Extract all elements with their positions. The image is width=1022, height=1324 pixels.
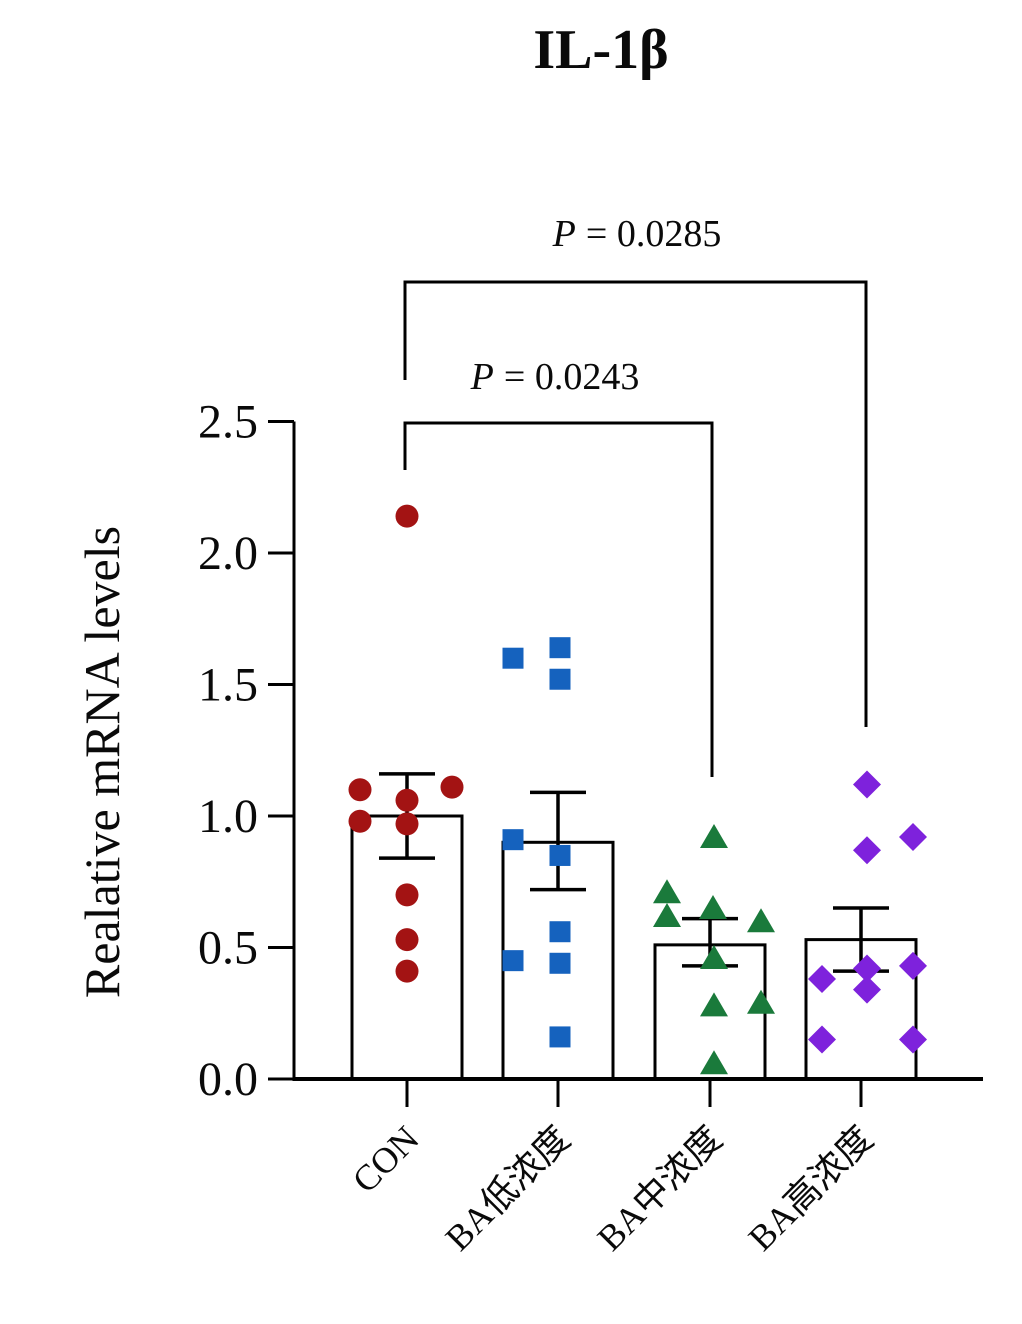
data-point-circle-0-3 xyxy=(395,788,419,812)
data-point-square-1-0 xyxy=(549,637,571,659)
data-point-diamond-3-5 xyxy=(808,965,836,994)
y-tick-label: 0.0 xyxy=(198,1053,258,1106)
x-group-label: BA高浓度 xyxy=(741,1118,881,1258)
data-point-square-1-6 xyxy=(502,950,524,972)
data-point-triangle-2-0 xyxy=(700,824,728,849)
data-point-diamond-3-2 xyxy=(853,836,881,865)
data-point-circle-0-0 xyxy=(395,504,419,528)
y-tick-label: 2.5 xyxy=(198,396,258,449)
data-point-circle-0-4 xyxy=(348,809,372,833)
data-point-diamond-3-7 xyxy=(808,1025,836,1054)
data-point-triangle-2-7 xyxy=(700,992,728,1017)
y-tick-label: 0.5 xyxy=(198,922,258,975)
data-point-diamond-3-6 xyxy=(853,975,881,1004)
p-value-text: = 0.0243 xyxy=(503,356,640,398)
data-point-triangle-2-6 xyxy=(747,989,775,1014)
y-tick-label: 2.0 xyxy=(198,527,258,580)
y-tick-label: 1.5 xyxy=(198,659,258,712)
data-point-square-1-5 xyxy=(549,921,571,943)
data-point-triangle-2-8 xyxy=(700,1050,728,1075)
p-symbol: P xyxy=(470,356,494,398)
data-point-circle-0-6 xyxy=(395,883,419,907)
data-point-triangle-2-2 xyxy=(699,895,727,920)
data-point-square-1-3 xyxy=(502,829,524,851)
data-point-circle-0-7 xyxy=(395,928,419,952)
data-point-triangle-2-3 xyxy=(653,902,681,927)
chart-title: IL-1β xyxy=(533,19,669,81)
data-point-diamond-3-3 xyxy=(899,951,927,980)
p-value-text: = 0.0285 xyxy=(585,213,722,255)
data-point-circle-0-2 xyxy=(348,778,372,802)
data-point-diamond-3-8 xyxy=(899,1025,927,1054)
x-group-label: BA中浓度 xyxy=(590,1118,730,1258)
data-point-square-1-4 xyxy=(549,844,571,866)
data-point-diamond-3-0 xyxy=(853,770,881,799)
data-point-circle-0-1 xyxy=(440,775,464,799)
data-point-circle-0-8 xyxy=(395,959,419,983)
x-group-label: CON xyxy=(345,1118,427,1200)
data-point-square-1-2 xyxy=(549,668,571,690)
data-point-square-1-1 xyxy=(502,647,524,669)
data-point-triangle-2-4 xyxy=(747,908,775,933)
x-group-label: BA低浓度 xyxy=(438,1118,578,1258)
data-point-triangle-2-5 xyxy=(700,945,728,970)
data-point-diamond-3-4 xyxy=(853,954,881,983)
p-value-annotation-1: P = 0.0285 xyxy=(553,212,722,256)
data-point-triangle-2-1 xyxy=(653,879,681,904)
data-point-diamond-3-1 xyxy=(899,823,927,852)
p-value-annotation-2: P = 0.0243 xyxy=(471,355,640,399)
y-tick-label: 1.0 xyxy=(198,790,258,843)
data-point-square-1-7 xyxy=(549,952,571,974)
data-point-circle-0-5 xyxy=(395,812,419,836)
p-symbol: P xyxy=(552,213,576,255)
data-point-square-1-8 xyxy=(549,1026,571,1048)
